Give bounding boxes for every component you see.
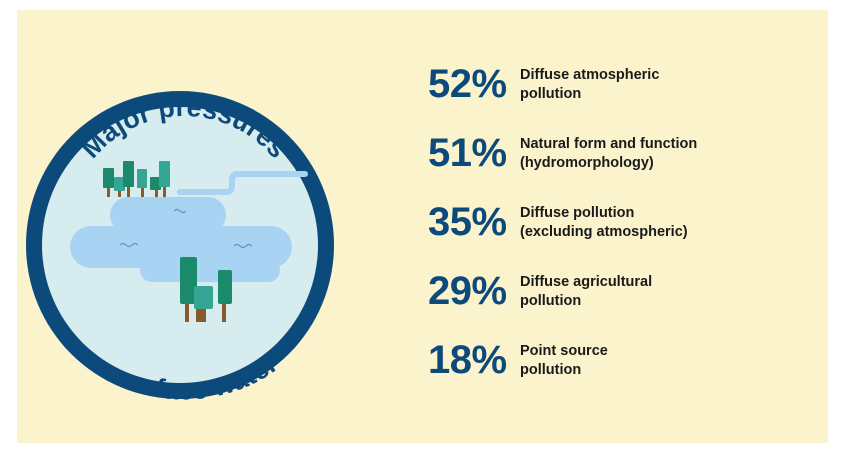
pressure-label-line-2: pollution <box>520 362 582 378</box>
pressure-row: 51% Natural form and function (hydromorp… <box>428 131 818 200</box>
pressure-label-line-2: (excluding atmospheric) <box>520 224 688 240</box>
pressure-label-line-2: pollution <box>520 86 582 102</box>
lake <box>70 197 292 282</box>
pressure-label: Diffuse pollution (excluding atmospheric… <box>520 200 810 242</box>
pressure-label-line-1: Diffuse pollution <box>520 205 635 221</box>
water-ripples <box>119 208 253 249</box>
pressures-list: 52% Diffuse atmospheric pollution 51% Na… <box>428 62 818 407</box>
pressure-percent: 35% <box>428 200 507 244</box>
pressure-label-line-2: (hydromorphology) <box>520 155 654 171</box>
pressure-percent: 52% <box>428 62 507 106</box>
pressure-label: Point source pollution <box>520 338 810 380</box>
pressure-percent: 51% <box>428 131 507 175</box>
pressure-row: 29% Diffuse agricultural pollution <box>428 269 818 338</box>
pressure-label-line-1: Point source <box>520 343 608 359</box>
pressure-row: 18% Point source pollution <box>428 338 818 407</box>
pressure-label: Diffuse atmospheric pollution <box>520 62 810 104</box>
pressure-row: 52% Diffuse atmospheric pollution <box>428 62 818 131</box>
pressure-row: 35% Diffuse pollution (excluding atmosph… <box>428 200 818 269</box>
pressure-label-line-1: Diffuse atmospheric <box>520 67 660 83</box>
pressure-label-line-1: Natural form and function <box>520 136 698 152</box>
trees-small <box>103 161 170 197</box>
pressure-label: Natural form and function (hydromorpholo… <box>520 131 810 173</box>
pressure-label: Diffuse agricultural pollution <box>520 269 810 311</box>
pressure-percent: 18% <box>428 338 507 382</box>
pressure-label-line-2: pollution <box>520 293 582 309</box>
trees-large <box>180 257 232 322</box>
pressure-percent: 29% <box>428 269 507 313</box>
stream <box>177 171 308 195</box>
pressure-label-line-1: Diffuse agricultural <box>520 274 653 290</box>
